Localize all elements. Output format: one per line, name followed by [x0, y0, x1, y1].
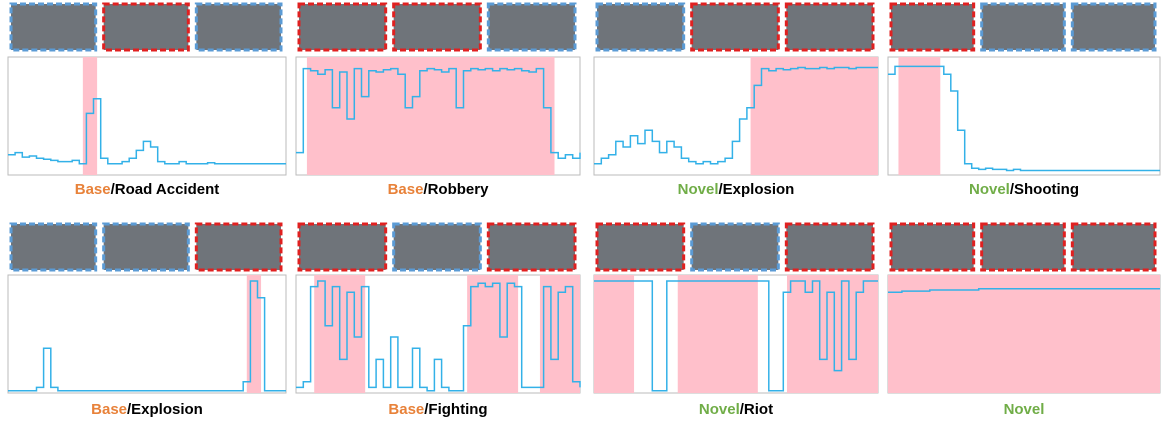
video-frame — [597, 4, 684, 50]
caption: Base/Fighting — [388, 401, 487, 418]
caption: Base/Robbery — [388, 181, 490, 198]
video-frame — [1072, 224, 1155, 270]
anomaly-region — [307, 57, 555, 175]
panel: Base/Fighting — [296, 224, 580, 418]
caption: Novel/Riot — [699, 401, 773, 418]
caption-title: /Riot — [740, 401, 773, 418]
video-frame — [597, 224, 684, 270]
video-frame — [394, 4, 481, 50]
video-frame — [196, 224, 281, 270]
caption-tag: Base — [75, 181, 111, 198]
caption-tag: Novel — [1004, 401, 1045, 418]
caption-title: /Fighting — [424, 401, 487, 418]
caption-tag: Novel — [678, 181, 719, 198]
caption-tag: Base — [91, 401, 127, 418]
anomaly-region — [678, 275, 758, 393]
anomaly-region — [83, 57, 97, 175]
caption-title: /Shooting — [1010, 181, 1079, 198]
panel: Base/Robbery — [296, 4, 580, 198]
caption-tag: Novel — [699, 401, 740, 418]
anomaly-region — [751, 57, 878, 175]
video-frame — [1072, 4, 1155, 50]
caption: Novel — [1004, 401, 1045, 418]
video-frame — [982, 224, 1065, 270]
video-frame — [299, 4, 386, 50]
caption-title: /Road Accident — [111, 181, 220, 198]
video-frame — [891, 4, 974, 50]
video-frame — [196, 4, 281, 50]
panel: Novel/Explosion — [594, 4, 878, 198]
anomaly-region — [247, 275, 261, 393]
anomaly-region — [888, 275, 1160, 393]
panel: Base/Road Accident — [8, 4, 286, 198]
panel: Novel — [888, 224, 1160, 418]
caption: Novel/Shooting — [969, 181, 1079, 198]
panel: Novel/Shooting — [888, 4, 1160, 198]
anomaly-region — [467, 275, 518, 393]
panel: Base/Explosion — [8, 224, 286, 418]
video-frame — [786, 4, 873, 50]
caption-title: /Explosion — [719, 181, 795, 198]
video-frame — [786, 224, 873, 270]
anomaly-region — [594, 275, 634, 393]
anomaly-region — [898, 57, 940, 175]
video-frame — [104, 224, 189, 270]
video-frame — [299, 224, 386, 270]
video-frame — [891, 224, 974, 270]
panel: Novel/Riot — [594, 224, 878, 418]
video-frame — [692, 4, 779, 50]
video-frame — [488, 224, 575, 270]
caption: Novel/Explosion — [678, 181, 795, 198]
video-frame — [104, 4, 189, 50]
caption: Base/Explosion — [91, 401, 203, 418]
video-frame — [394, 224, 481, 270]
video-frame — [11, 4, 96, 50]
video-frame — [488, 4, 575, 50]
video-frame — [982, 4, 1065, 50]
caption-title: /Robbery — [423, 181, 489, 198]
video-frame — [692, 224, 779, 270]
caption-tag: Base — [388, 401, 424, 418]
video-frame — [11, 224, 96, 270]
plot-frame — [8, 57, 286, 175]
caption-tag: Novel — [969, 181, 1010, 198]
caption-tag: Base — [388, 181, 424, 198]
caption: Base/Road Accident — [75, 181, 220, 198]
plot-frame — [8, 275, 286, 393]
figure: Base/Road AccidentBase/RobberyNovel/Expl… — [0, 0, 1163, 427]
caption-title: /Explosion — [127, 401, 203, 418]
